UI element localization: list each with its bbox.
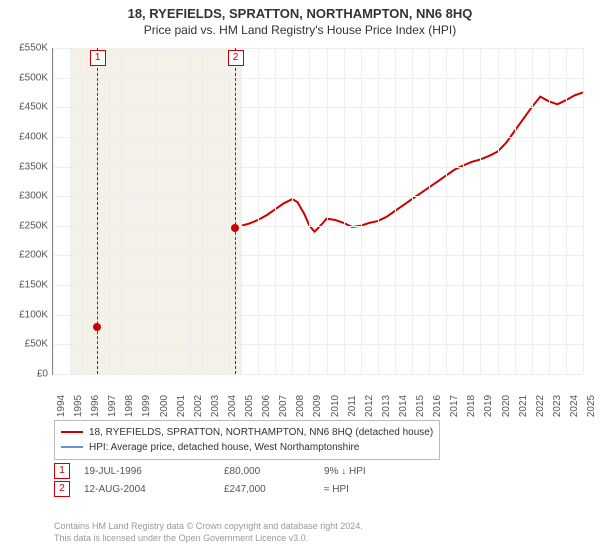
legend-swatch xyxy=(61,446,83,448)
y-axis-label: £450K xyxy=(8,102,48,113)
x-axis-label: 2003 xyxy=(210,395,221,417)
chart-subtitle: Price paid vs. HM Land Registry's House … xyxy=(0,21,600,37)
x-axis-label: 2017 xyxy=(449,395,460,417)
chart-container: 18, RYEFIELDS, SPRATTON, NORTHAMPTON, NN… xyxy=(0,0,600,560)
x-axis-label: 1994 xyxy=(56,395,67,417)
y-axis-label: £100K xyxy=(8,309,48,320)
sale-rel: 9% ↓ HPI xyxy=(324,466,424,477)
x-axis-label: 2009 xyxy=(312,395,323,417)
sale-vline xyxy=(235,48,236,374)
x-axis-label: 2018 xyxy=(466,395,477,417)
x-axis-label: 1999 xyxy=(141,395,152,417)
x-axis-label: 2001 xyxy=(176,395,187,417)
x-axis-label: 1995 xyxy=(73,395,84,417)
x-axis-label: 2023 xyxy=(552,395,563,417)
x-axis-label: 2013 xyxy=(381,395,392,417)
legend-text: HPI: Average price, detached house, West… xyxy=(89,442,359,453)
x-axis-label: 2012 xyxy=(364,395,375,417)
sale-point xyxy=(93,323,101,331)
x-axis-label: 2021 xyxy=(518,395,529,417)
footer-line1: Contains HM Land Registry data © Crown c… xyxy=(54,520,363,532)
x-axis-label: 2008 xyxy=(295,395,306,417)
sale-marker-box: 2 xyxy=(228,50,244,66)
y-axis-label: £150K xyxy=(8,280,48,291)
y-axis-label: £400K xyxy=(8,131,48,142)
y-axis-label: £50K xyxy=(8,339,48,350)
table-row: 1 19-JUL-1996£80,0009% ↓ HPI xyxy=(54,462,424,480)
legend-swatch xyxy=(61,431,83,433)
y-axis-label: £200K xyxy=(8,250,48,261)
x-axis-label: 2014 xyxy=(398,395,409,417)
x-axis-label: 2004 xyxy=(227,395,238,417)
x-axis-label: 2015 xyxy=(415,395,426,417)
x-axis-label: 2006 xyxy=(261,395,272,417)
x-axis-label: 1997 xyxy=(107,395,118,417)
table-row: 2 12-AUG-2004£247,000≈ HPI xyxy=(54,480,424,498)
y-axis-label: £250K xyxy=(8,220,48,231)
y-axis-label: £550K xyxy=(8,43,48,54)
x-axis-label: 2019 xyxy=(483,395,494,417)
legend-item: 18, RYEFIELDS, SPRATTON, NORTHAMPTON, NN… xyxy=(61,425,433,440)
legend-text: 18, RYEFIELDS, SPRATTON, NORTHAMPTON, NN… xyxy=(89,427,433,438)
sale-date: 12-AUG-2004 xyxy=(84,484,224,495)
sale-marker-box: 1 xyxy=(90,50,106,66)
sale-index-box: 2 xyxy=(54,481,70,497)
x-axis-label: 2005 xyxy=(244,395,255,417)
x-axis-label: 2025 xyxy=(586,395,597,417)
x-axis-label: 2024 xyxy=(569,395,580,417)
y-axis-label: £0 xyxy=(8,369,48,380)
footer-attribution: Contains HM Land Registry data © Crown c… xyxy=(54,520,363,544)
y-axis-label: £300K xyxy=(8,191,48,202)
sale-point xyxy=(231,224,239,232)
sale-index-box: 1 xyxy=(54,463,70,479)
y-axis-label: £350K xyxy=(8,161,48,172)
sale-date: 19-JUL-1996 xyxy=(84,466,224,477)
x-axis-label: 2010 xyxy=(330,395,341,417)
x-axis-label: 2002 xyxy=(193,395,204,417)
x-axis-label: 2016 xyxy=(432,395,443,417)
footer-line2: This data is licensed under the Open Gov… xyxy=(54,532,363,544)
x-axis-label: 1998 xyxy=(124,395,135,417)
sale-price: £247,000 xyxy=(224,484,324,495)
sale-price: £80,000 xyxy=(224,466,324,477)
chart-title: 18, RYEFIELDS, SPRATTON, NORTHAMPTON, NN… xyxy=(0,0,600,21)
plot-area: 12 xyxy=(52,48,583,375)
x-axis-label: 2011 xyxy=(347,395,358,417)
x-axis-label: 2007 xyxy=(278,395,289,417)
legend: 18, RYEFIELDS, SPRATTON, NORTHAMPTON, NN… xyxy=(54,420,440,460)
x-axis-label: 1996 xyxy=(90,395,101,417)
y-axis-label: £500K xyxy=(8,72,48,83)
sales-table: 1 19-JUL-1996£80,0009% ↓ HPI 2 12-AUG-2004£… xyxy=(54,462,424,498)
sale-rel: ≈ HPI xyxy=(324,484,424,495)
legend-item: HPI: Average price, detached house, West… xyxy=(61,440,433,455)
x-axis-label: 2020 xyxy=(501,395,512,417)
x-axis-label: 2022 xyxy=(535,395,546,417)
x-axis-label: 2000 xyxy=(159,395,170,417)
